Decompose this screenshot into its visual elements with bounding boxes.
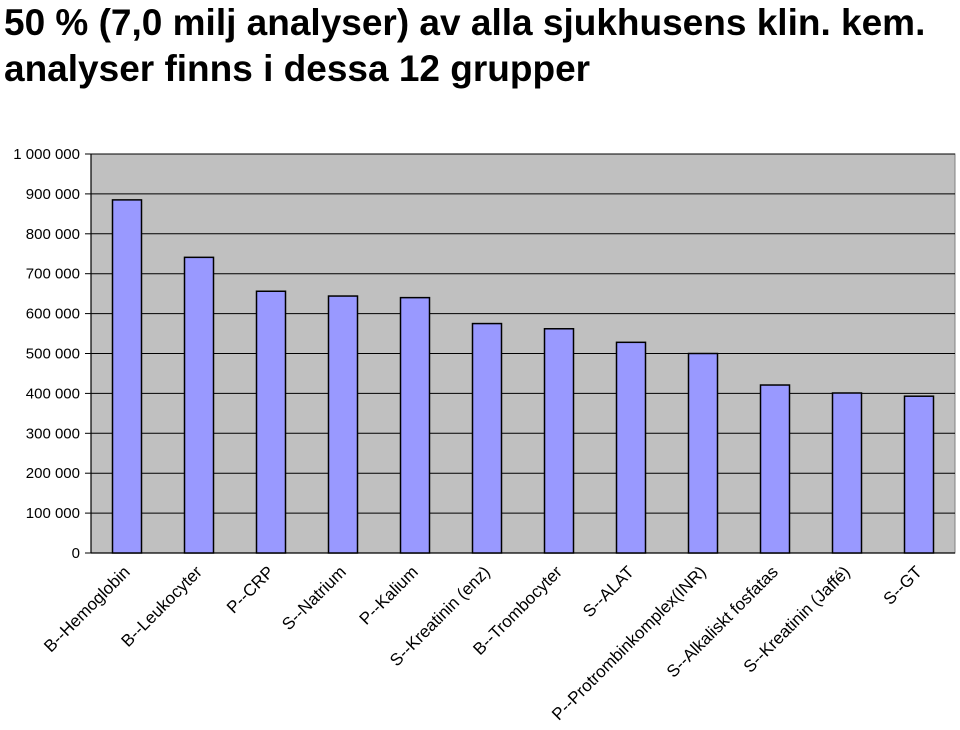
bars [111, 199, 935, 554]
bar-2 [255, 290, 287, 554]
y-tick-label: 100 000 [26, 505, 80, 522]
bar-7 [615, 341, 647, 554]
y-tick-label: 800 000 [26, 226, 80, 243]
x-category-label: S--ALAT [579, 562, 638, 621]
bar-5 [471, 322, 503, 554]
bar-3 [327, 295, 359, 554]
x-category-label: P--CRP [223, 562, 278, 617]
bar-9 [759, 384, 791, 554]
y-tick-label: 300 000 [26, 425, 80, 442]
y-tick-label: 1 000 000 [13, 146, 80, 163]
y-tick-label: 500 000 [26, 346, 80, 363]
bar-10 [831, 392, 863, 554]
x-category-label: S--GT [880, 562, 926, 608]
bar-1 [183, 256, 215, 554]
y-tick-label: 600 000 [26, 306, 80, 323]
y-tick-label: 900 000 [26, 186, 80, 203]
y-tick-label: 400 000 [26, 385, 80, 402]
bar-0 [111, 199, 143, 554]
x-category-label: P--Kalium [356, 562, 422, 628]
bar-4 [399, 296, 431, 554]
chart-title: 50 % (7,0 milj analyser) av alla sjukhus… [4, 2, 926, 89]
bar-6 [543, 328, 575, 554]
x-category-label: P--Protrombinkomplex(INR) [548, 562, 710, 724]
y-tick-label: 200 000 [26, 465, 80, 482]
x-category-label: S--Natrium [278, 562, 350, 634]
x-category-label: B--Hemoglobin [40, 562, 134, 656]
y-tick-label: 0 [72, 545, 80, 562]
y-axis-tick-labels: 0 100 000 200 000 300 000 400 000 500 000 600 … [13, 146, 80, 562]
y-tick-label: 700 000 [26, 266, 80, 283]
bar-11 [903, 395, 935, 554]
bar-8 [687, 352, 719, 554]
gridlines [85, 153, 955, 554]
